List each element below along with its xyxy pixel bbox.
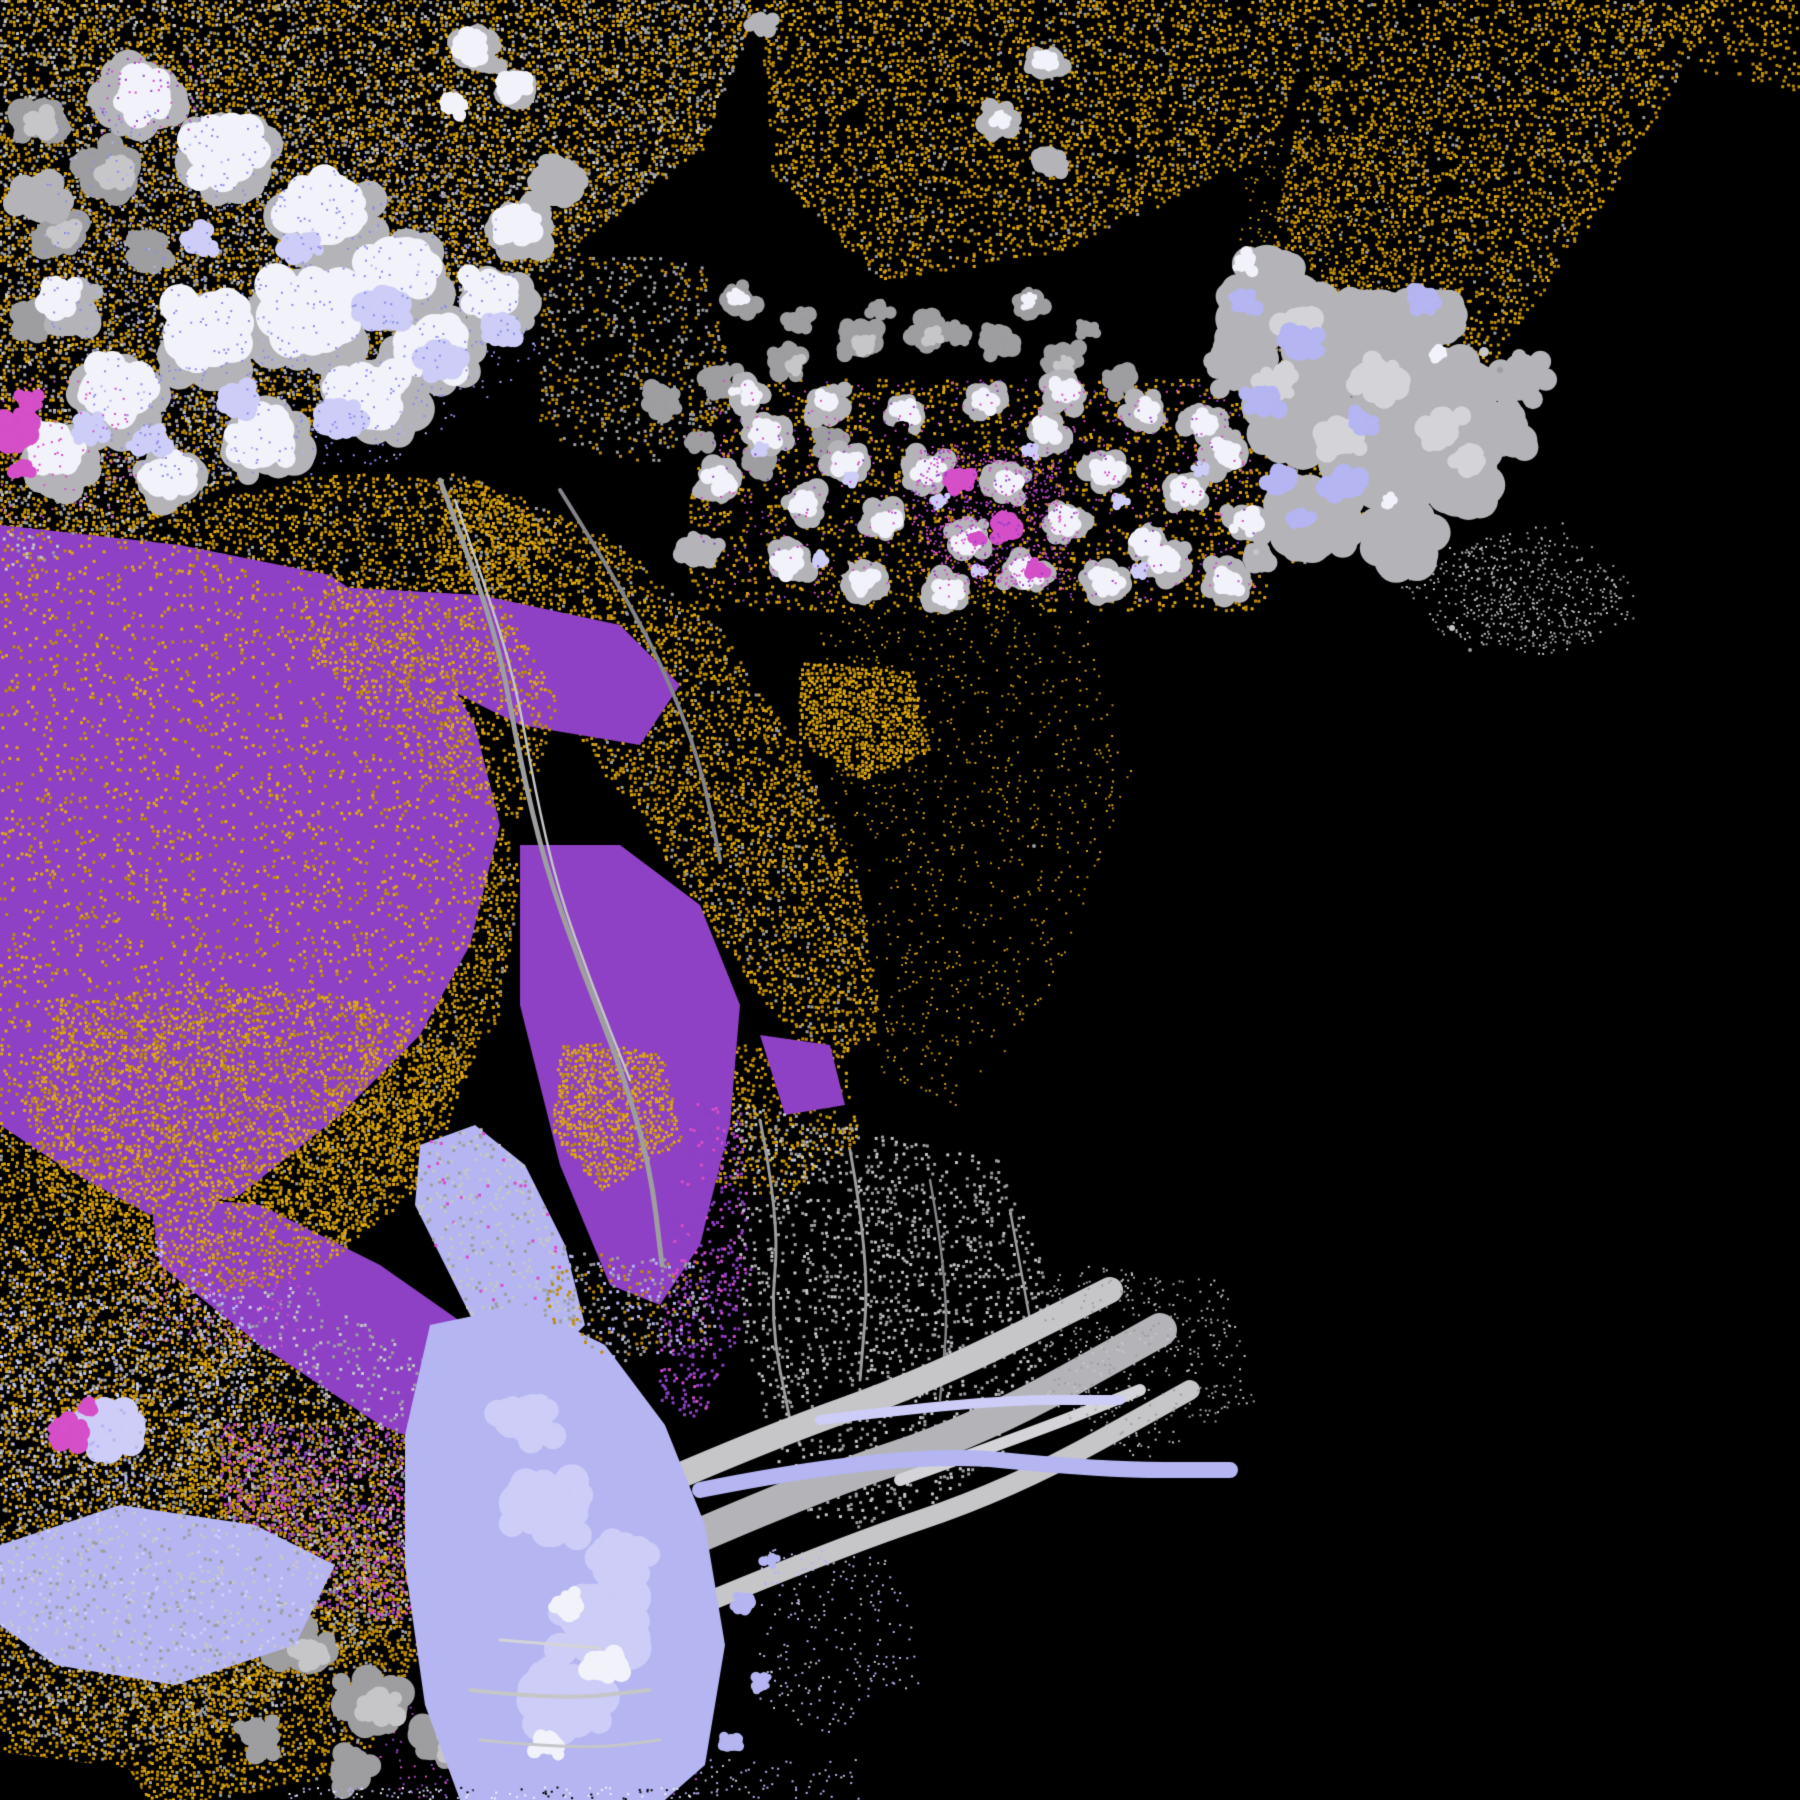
satellite-false-color-image bbox=[0, 0, 1800, 1800]
satellite-image-canvas bbox=[0, 0, 1800, 1800]
